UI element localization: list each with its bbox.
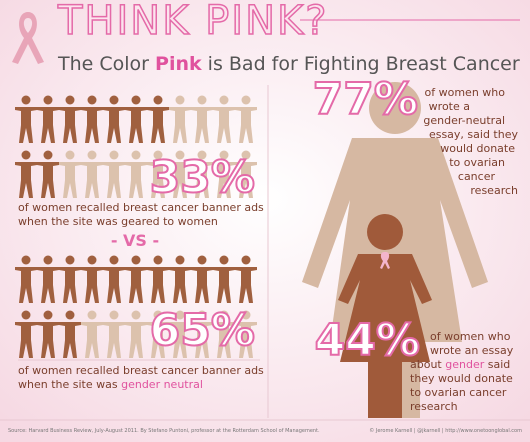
stat: 77% [313, 74, 418, 125]
stat: 33% [150, 152, 255, 203]
title: THINK PINK? [57, 0, 328, 44]
subtitle: The Color Pink is Bad for Fighting Breas… [57, 53, 520, 75]
stat-text: of women who wrote a gender-neutral essay, … [423, 86, 518, 197]
stat-text: of women recalled breast cancer banner a… [18, 364, 264, 391]
stat: 65% [150, 305, 255, 356]
footer-source: Source: Harvard Business Review, July-Au… [8, 428, 320, 434]
stat-text: of women recalled breast cancer banner a… [18, 201, 264, 228]
stat: 44% [315, 315, 420, 366]
stat-text: of women who wrote an essay about gender s… [410, 330, 514, 413]
ribbon-icon [380, 252, 390, 269]
vs-label: - VS - [111, 231, 159, 250]
footer-credit: © Jerome Karnell | @jkarnell | http://ww… [369, 427, 522, 434]
ribbon-icon [12, 12, 44, 64]
child-figure [338, 214, 432, 418]
